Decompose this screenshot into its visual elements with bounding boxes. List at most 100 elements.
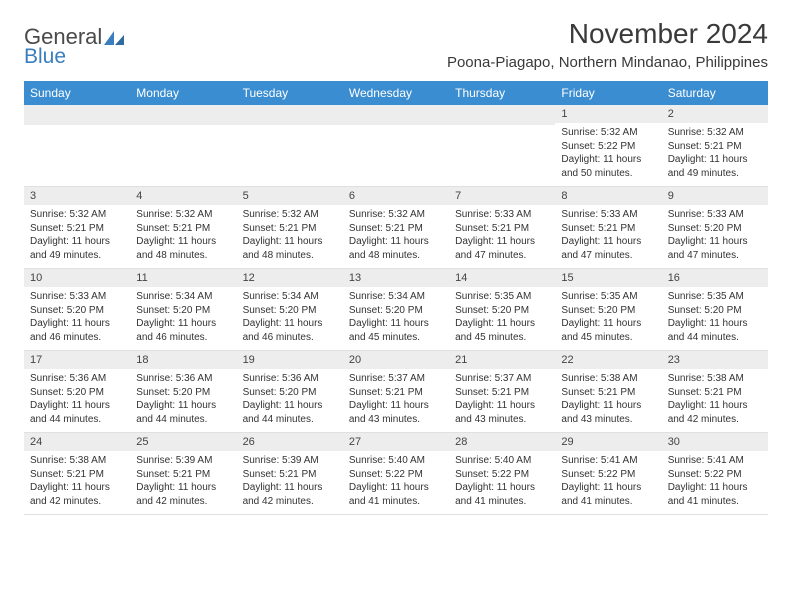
dow-thursday: Thursday bbox=[449, 81, 555, 105]
day-cell: 3Sunrise: 5:32 AMSunset: 5:21 PMDaylight… bbox=[24, 187, 130, 268]
daylight-line: Daylight: 11 hours and 45 minutes. bbox=[349, 317, 443, 344]
header: General Blue November 2024 Poona-Piagapo… bbox=[24, 18, 768, 71]
day-number: 3 bbox=[24, 187, 130, 205]
daylight-line: Daylight: 11 hours and 45 minutes. bbox=[561, 317, 655, 344]
day-cell: 2Sunrise: 5:32 AMSunset: 5:21 PMDaylight… bbox=[662, 105, 768, 186]
day-number: 20 bbox=[343, 351, 449, 369]
day-cell: 8 Sunrise: 5:33 AMSunset: 5:21 PMDaylight… bbox=[555, 187, 661, 268]
sunset-line: Sunset: 5:21 PM bbox=[243, 222, 337, 236]
day-of-week-header: SundayMondayTuesdayWednesdayThursdayFrid… bbox=[24, 81, 768, 105]
daylight-line: Daylight: 11 hours and 43 minutes. bbox=[561, 399, 655, 426]
daylight-line: Daylight: 11 hours and 44 minutes. bbox=[668, 317, 762, 344]
day-details: Sunrise: 5:39 AMSunset: 5:21 PMDaylight:… bbox=[130, 451, 236, 514]
daylight-line: Daylight: 11 hours and 48 minutes. bbox=[136, 235, 230, 262]
day-number: 7 bbox=[449, 187, 555, 205]
week-row: 17Sunrise: 5:36 AMSunset: 5:20 PMDayligh… bbox=[24, 351, 768, 433]
day-cell: 13Sunrise: 5:34 AMSunset: 5:20 PMDayligh… bbox=[343, 269, 449, 350]
day-number: 21 bbox=[449, 351, 555, 369]
sunrise-line: Sunrise: 5:38 AM bbox=[668, 372, 762, 386]
day-details: Sunrise: 5:32 AMSunset: 5:21 PMDaylight:… bbox=[343, 205, 449, 268]
daylight-line: Daylight: 11 hours and 41 minutes. bbox=[561, 481, 655, 508]
day-details: Sunrise: 5:40 AMSunset: 5:22 PMDaylight:… bbox=[343, 451, 449, 514]
day-details: Sunrise: 5:38 AMSunset: 5:21 PMDaylight:… bbox=[662, 369, 768, 432]
daylight-line: Daylight: 11 hours and 49 minutes. bbox=[30, 235, 124, 262]
day-cell: 14Sunrise: 5:35 AMSunset: 5:20 PMDayligh… bbox=[449, 269, 555, 350]
day-number: 23 bbox=[662, 351, 768, 369]
sunset-line: Sunset: 5:21 PM bbox=[136, 222, 230, 236]
day-number: 11 bbox=[130, 269, 236, 287]
daylight-line: Daylight: 11 hours and 48 minutes. bbox=[243, 235, 337, 262]
sunrise-line: Sunrise: 5:34 AM bbox=[243, 290, 337, 304]
day-number: 1 bbox=[555, 105, 661, 123]
sunset-line: Sunset: 5:20 PM bbox=[136, 386, 230, 400]
day-number: 12 bbox=[237, 269, 343, 287]
day-details: Sunrise: 5:33 AMSunset: 5:20 PMDaylight:… bbox=[662, 205, 768, 268]
sunrise-line: Sunrise: 5:33 AM bbox=[30, 290, 124, 304]
week-row: 10Sunrise: 5:33 AMSunset: 5:20 PMDayligh… bbox=[24, 269, 768, 351]
day-number: 16 bbox=[662, 269, 768, 287]
sunrise-line: Sunrise: 5:38 AM bbox=[30, 454, 124, 468]
day-details: Sunrise: 5:38 AMSunset: 5:21 PMDaylight:… bbox=[555, 369, 661, 432]
sunset-line: Sunset: 5:21 PM bbox=[561, 386, 655, 400]
day-cell: 11Sunrise: 5:34 AMSunset: 5:20 PMDayligh… bbox=[130, 269, 236, 350]
sunset-line: Sunset: 5:21 PM bbox=[136, 468, 230, 482]
sunset-line: Sunset: 5:21 PM bbox=[349, 222, 443, 236]
sunrise-line: Sunrise: 5:35 AM bbox=[455, 290, 549, 304]
sunrise-line: Sunrise: 5:36 AM bbox=[136, 372, 230, 386]
dow-sunday: Sunday bbox=[24, 81, 130, 105]
day-cell: 17Sunrise: 5:36 AMSunset: 5:20 PMDayligh… bbox=[24, 351, 130, 432]
daylight-line: Daylight: 11 hours and 47 minutes. bbox=[561, 235, 655, 262]
daylight-line: Daylight: 11 hours and 45 minutes. bbox=[455, 317, 549, 344]
sunset-line: Sunset: 5:21 PM bbox=[30, 222, 124, 236]
sunrise-line: Sunrise: 5:40 AM bbox=[349, 454, 443, 468]
sunrise-line: Sunrise: 5:35 AM bbox=[561, 290, 655, 304]
sunrise-line: Sunrise: 5:37 AM bbox=[455, 372, 549, 386]
day-cell: 7Sunrise: 5:33 AMSunset: 5:21 PMDaylight… bbox=[449, 187, 555, 268]
day-number: 15 bbox=[555, 269, 661, 287]
sunset-line: Sunset: 5:20 PM bbox=[455, 304, 549, 318]
daylight-line: Daylight: 11 hours and 42 minutes. bbox=[243, 481, 337, 508]
day-cell bbox=[449, 105, 555, 186]
daylight-line: Daylight: 11 hours and 50 minutes. bbox=[561, 153, 655, 180]
daylight-line: Daylight: 11 hours and 42 minutes. bbox=[30, 481, 124, 508]
day-cell: 28Sunrise: 5:40 AMSunset: 5:22 PMDayligh… bbox=[449, 433, 555, 514]
sunrise-line: Sunrise: 5:39 AM bbox=[136, 454, 230, 468]
sunrise-line: Sunrise: 5:32 AM bbox=[668, 126, 762, 140]
day-cell bbox=[130, 105, 236, 186]
sunrise-line: Sunrise: 5:33 AM bbox=[561, 208, 655, 222]
sunset-line: Sunset: 5:21 PM bbox=[455, 386, 549, 400]
day-cell: 4Sunrise: 5:32 AMSunset: 5:21 PMDaylight… bbox=[130, 187, 236, 268]
day-number: 22 bbox=[555, 351, 661, 369]
location-subtitle: Poona-Piagapo, Northern Mindanao, Philip… bbox=[447, 54, 768, 71]
daylight-line: Daylight: 11 hours and 43 minutes. bbox=[349, 399, 443, 426]
sunset-line: Sunset: 5:21 PM bbox=[561, 222, 655, 236]
sunset-line: Sunset: 5:20 PM bbox=[243, 304, 337, 318]
day-cell: 26Sunrise: 5:39 AMSunset: 5:21 PMDayligh… bbox=[237, 433, 343, 514]
day-details: Sunrise: 5:38 AMSunset: 5:21 PMDaylight:… bbox=[24, 451, 130, 514]
day-cell bbox=[24, 105, 130, 186]
day-details: Sunrise: 5:41 AMSunset: 5:22 PMDaylight:… bbox=[662, 451, 768, 514]
day-number: 28 bbox=[449, 433, 555, 451]
sunrise-line: Sunrise: 5:32 AM bbox=[243, 208, 337, 222]
day-number: 17 bbox=[24, 351, 130, 369]
daylight-line: Daylight: 11 hours and 44 minutes. bbox=[30, 399, 124, 426]
title-block: November 2024 Poona-Piagapo, Northern Mi… bbox=[447, 18, 768, 71]
day-details: Sunrise: 5:32 AMSunset: 5:21 PMDaylight:… bbox=[662, 123, 768, 186]
day-number: 8 bbox=[555, 187, 661, 205]
day-cell: 29Sunrise: 5:41 AMSunset: 5:22 PMDayligh… bbox=[555, 433, 661, 514]
logo: General Blue bbox=[24, 24, 126, 69]
sunset-line: Sunset: 5:20 PM bbox=[30, 304, 124, 318]
sunset-line: Sunset: 5:20 PM bbox=[561, 304, 655, 318]
sunset-line: Sunset: 5:22 PM bbox=[455, 468, 549, 482]
daylight-line: Daylight: 11 hours and 46 minutes. bbox=[243, 317, 337, 344]
day-cell: 15 Sunrise: 5:35 AMSunset: 5:20 PMDayligh… bbox=[555, 269, 661, 350]
day-number: 19 bbox=[237, 351, 343, 369]
daylight-line: Daylight: 11 hours and 49 minutes. bbox=[668, 153, 762, 180]
sunrise-line: Sunrise: 5:41 AM bbox=[561, 454, 655, 468]
sunset-line: Sunset: 5:20 PM bbox=[243, 386, 337, 400]
day-cell: 5Sunrise: 5:32 AMSunset: 5:21 PMDaylight… bbox=[237, 187, 343, 268]
logo-sail-icon bbox=[104, 25, 126, 51]
daylight-line: Daylight: 11 hours and 44 minutes. bbox=[136, 399, 230, 426]
day-cell: 19Sunrise: 5:36 AMSunset: 5:20 PMDayligh… bbox=[237, 351, 343, 432]
day-number bbox=[343, 105, 449, 125]
